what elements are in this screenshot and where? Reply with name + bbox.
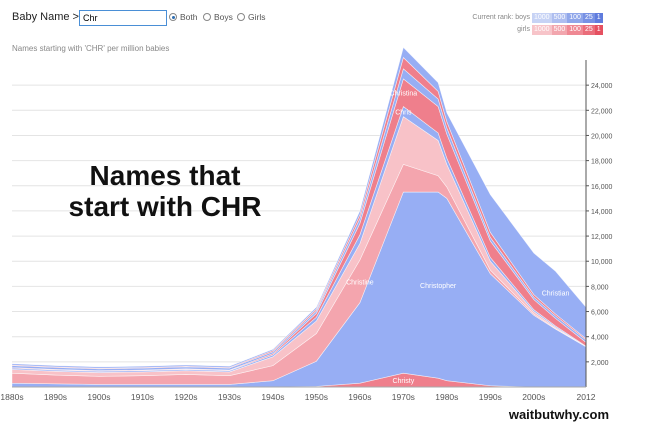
y-tick-label-1: 4,000 bbox=[591, 335, 609, 342]
y-tick-label-9: 20,000 bbox=[591, 133, 613, 140]
x-tick-label-2: 1900s bbox=[87, 392, 110, 402]
overlay-title-line2: start with CHR bbox=[68, 191, 262, 222]
series-label-5: Christina bbox=[390, 91, 418, 98]
rank-boys-1000[interactable]: 1000 bbox=[532, 13, 552, 23]
baby-name-input[interactable] bbox=[79, 10, 167, 26]
filter-girls[interactable]: Girls bbox=[237, 12, 265, 22]
watermark: waitbutwhy.com bbox=[508, 407, 609, 422]
filter-both[interactable]: Both bbox=[169, 12, 198, 22]
rank-label-boys: Current rank: boys bbox=[462, 14, 530, 21]
baby-name-label: Baby Name > bbox=[12, 11, 79, 23]
rank-row-boys: 1000 500 100 25 1 bbox=[532, 13, 603, 23]
overlay-title: Names that start with CHR bbox=[50, 160, 280, 222]
rank-boys-label: boys bbox=[515, 14, 530, 21]
rank-boys-100[interactable]: 100 bbox=[567, 13, 583, 23]
rank-girls-500[interactable]: 500 bbox=[551, 25, 568, 35]
x-tick-label-13: 2012 bbox=[577, 392, 596, 402]
x-tick-label-3: 1910s bbox=[131, 392, 154, 402]
rank-row-girls: 1000 500 100 25 1 bbox=[532, 25, 603, 35]
top-bar: Baby Name > Both Boys Girls Current rank… bbox=[0, 0, 645, 40]
x-tick-label-5: 1930s bbox=[218, 392, 241, 402]
y-tick-label-2: 6,000 bbox=[591, 310, 609, 317]
series-label-2: Christine bbox=[346, 279, 374, 286]
y-tick-label-11: 24,000 bbox=[591, 83, 613, 90]
overlay-title-line1: Names that bbox=[89, 160, 241, 191]
filter-boys[interactable]: Boys bbox=[203, 12, 233, 22]
filter-boys-label: Boys bbox=[214, 12, 233, 22]
x-tick-label-6: 1940s bbox=[261, 392, 284, 402]
filter-girls-label: Girls bbox=[248, 12, 266, 22]
x-tick-label-1: 1890s bbox=[44, 392, 67, 402]
y-tick-label-6: 14,000 bbox=[591, 209, 613, 216]
x-tick-label-7: 1950s bbox=[305, 392, 328, 402]
radio-both[interactable] bbox=[169, 13, 177, 21]
x-tick-label-10: 1980s bbox=[435, 392, 458, 402]
y-tick-label-7: 16,000 bbox=[591, 184, 613, 191]
current-rank-label: Current rank: bbox=[472, 14, 514, 21]
rank-girls-label: girls bbox=[517, 26, 530, 33]
series-label-8: Christian bbox=[542, 291, 570, 298]
rank-girls-1000[interactable]: 1000 bbox=[532, 25, 552, 35]
x-tick-label-4: 1920s bbox=[174, 392, 197, 402]
x-tick-label-12: 2000s bbox=[522, 392, 545, 402]
series-label-4: Chris bbox=[395, 110, 412, 117]
y-tick-label-4: 10,000 bbox=[591, 259, 613, 266]
rank-girls-100[interactable]: 100 bbox=[567, 25, 583, 35]
series-label-1: Christopher bbox=[420, 283, 457, 290]
radio-boys[interactable] bbox=[203, 13, 211, 21]
x-tick-label-11: 1990s bbox=[479, 392, 502, 402]
chart-subtitle: Names starting with 'CHR' per million ba… bbox=[12, 44, 170, 53]
filter-both-label: Both bbox=[180, 12, 198, 22]
rank-girls-1[interactable]: 1 bbox=[594, 25, 603, 35]
radio-girls[interactable] bbox=[237, 13, 245, 21]
y-tick-label-8: 18,000 bbox=[591, 159, 613, 166]
x-tick-label-0: 1880s bbox=[0, 392, 23, 402]
rank-boys-25[interactable]: 25 bbox=[582, 13, 595, 23]
y-tick-label-5: 12,000 bbox=[591, 234, 613, 241]
rank-boys-1[interactable]: 1 bbox=[594, 13, 603, 23]
x-tick-label-8: 1960s bbox=[348, 392, 371, 402]
y-tick-label-10: 22,000 bbox=[591, 108, 613, 115]
series-label-0: Christy bbox=[392, 378, 414, 385]
y-tick-label-0: 2,000 bbox=[591, 360, 609, 367]
rank-girls-25[interactable]: 25 bbox=[582, 25, 595, 35]
rank-boys-500[interactable]: 500 bbox=[551, 13, 568, 23]
x-tick-label-9: 1970s bbox=[392, 392, 415, 402]
y-tick-label-3: 8,000 bbox=[591, 284, 609, 291]
